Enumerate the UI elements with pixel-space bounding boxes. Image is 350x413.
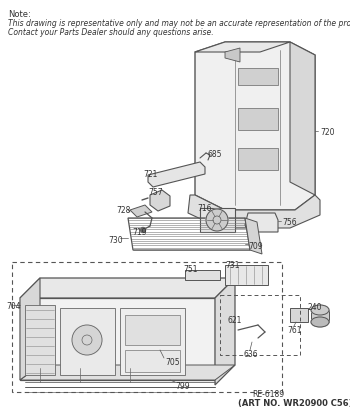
Text: This drawing is representative only and may not be an accurate representation of: This drawing is representative only and …	[8, 19, 350, 28]
Text: 719: 719	[132, 228, 147, 237]
Polygon shape	[238, 68, 278, 85]
Text: (ART NO. WR20900 C56): (ART NO. WR20900 C56)	[238, 399, 350, 408]
Polygon shape	[245, 218, 262, 254]
Text: 757: 757	[148, 188, 163, 197]
Polygon shape	[215, 278, 235, 385]
Text: 240: 240	[308, 303, 322, 312]
Polygon shape	[200, 208, 235, 232]
Text: 756: 756	[282, 218, 297, 227]
Polygon shape	[311, 310, 329, 322]
Text: RE-6189: RE-6189	[252, 390, 284, 399]
Polygon shape	[60, 308, 115, 375]
Text: 704: 704	[6, 302, 21, 311]
Ellipse shape	[311, 305, 329, 315]
Text: Contact your Parts Dealer should any questions arise.: Contact your Parts Dealer should any que…	[8, 28, 214, 37]
Polygon shape	[20, 278, 40, 380]
Ellipse shape	[311, 317, 329, 327]
Text: 621: 621	[228, 316, 242, 325]
Text: 728: 728	[116, 206, 130, 215]
Text: 720: 720	[320, 128, 335, 137]
Text: 721: 721	[143, 170, 158, 179]
Text: 761: 761	[287, 326, 301, 335]
Text: 716: 716	[197, 204, 211, 213]
Text: 799: 799	[175, 382, 190, 391]
Polygon shape	[290, 308, 308, 322]
Polygon shape	[25, 305, 55, 375]
Polygon shape	[148, 162, 205, 187]
Text: 731: 731	[225, 261, 239, 270]
Polygon shape	[188, 195, 320, 228]
Polygon shape	[195, 42, 315, 210]
Polygon shape	[150, 190, 170, 211]
Polygon shape	[120, 308, 185, 375]
Polygon shape	[125, 350, 180, 372]
Text: 685: 685	[207, 150, 222, 159]
Text: Note:: Note:	[8, 10, 31, 19]
Text: 709: 709	[248, 242, 262, 251]
Polygon shape	[20, 278, 235, 298]
Circle shape	[140, 228, 146, 233]
Polygon shape	[225, 265, 268, 285]
Polygon shape	[225, 48, 240, 62]
Polygon shape	[290, 42, 315, 195]
Text: 705: 705	[165, 358, 180, 367]
Polygon shape	[185, 270, 220, 280]
Circle shape	[206, 209, 228, 231]
Polygon shape	[238, 148, 278, 170]
Polygon shape	[20, 298, 215, 380]
Polygon shape	[245, 213, 278, 232]
Text: 636: 636	[243, 350, 258, 359]
Text: 730: 730	[108, 236, 122, 245]
Polygon shape	[125, 315, 180, 345]
Polygon shape	[20, 365, 235, 380]
Text: 751: 751	[183, 265, 197, 274]
Polygon shape	[130, 205, 152, 217]
Polygon shape	[238, 108, 278, 130]
Circle shape	[72, 325, 102, 355]
Polygon shape	[195, 42, 290, 52]
